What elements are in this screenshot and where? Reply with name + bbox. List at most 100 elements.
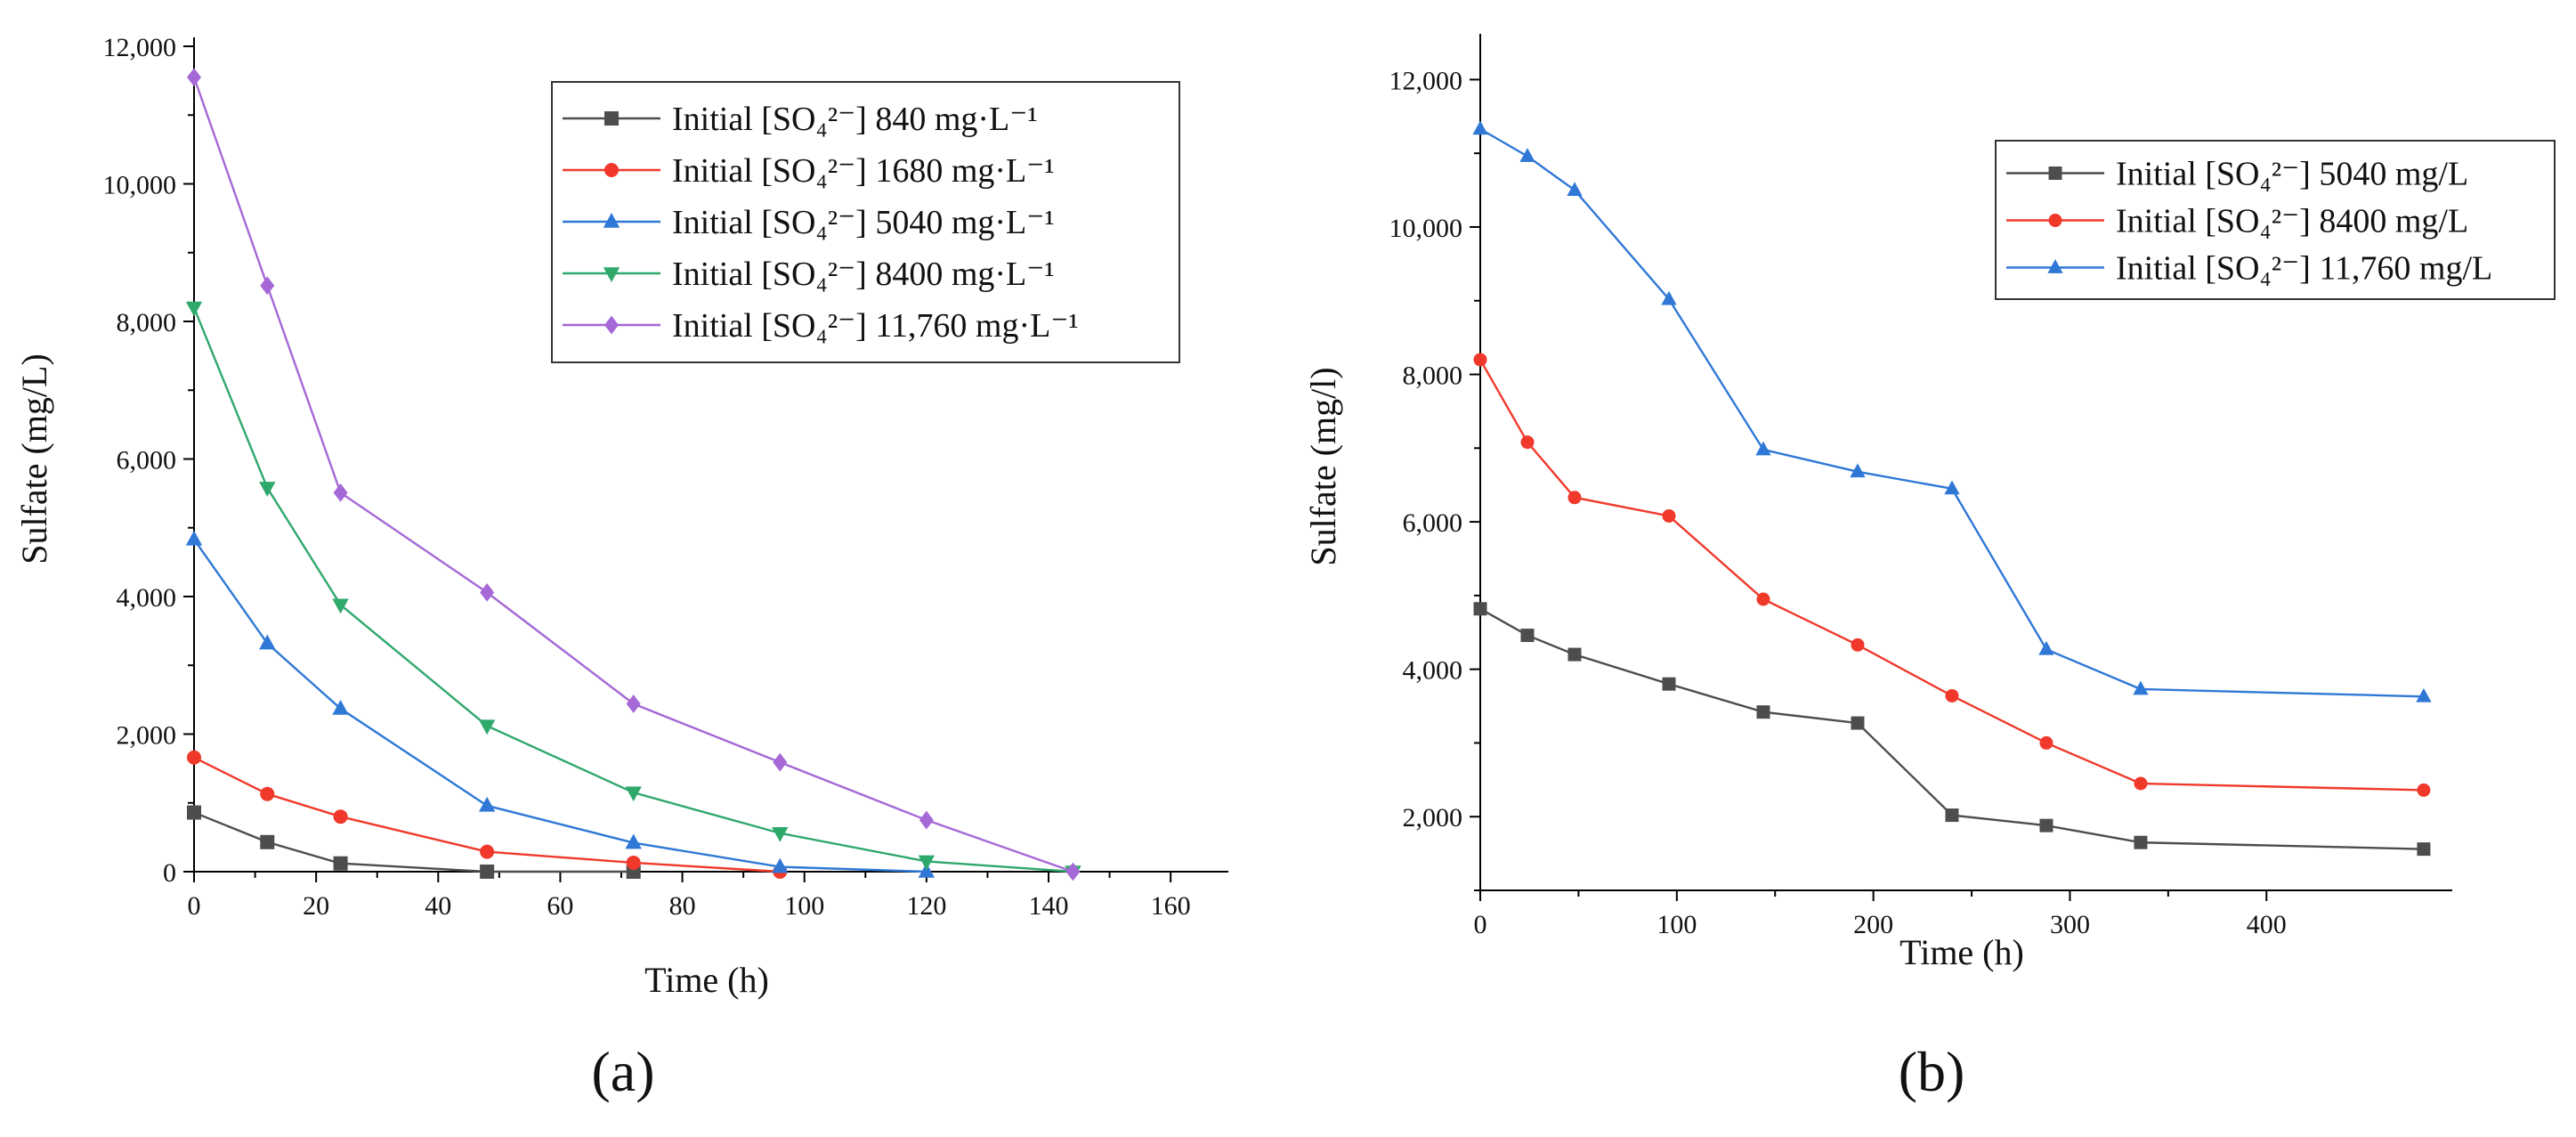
y-tick-label: 10,000: [1389, 214, 1463, 243]
series-line: [193, 539, 927, 873]
y-tick-label: 0: [163, 858, 176, 888]
legend-label: Initial [SO₄²⁻] 8400 mg/L: [2116, 203, 2468, 240]
y-tick-label: 6,000: [1403, 508, 1463, 538]
data-point: [626, 855, 641, 870]
data-point: [2134, 835, 2148, 849]
series-line: [1478, 359, 2424, 792]
chart-panel-a: 0 20 40 60 80 100 120 140 160 0 2,000 4,000 6,000 8,0…: [14, 33, 1228, 1000]
series-1: [1473, 602, 2431, 857]
data-point: [1756, 705, 1770, 719]
x-tick-label: 400: [2247, 910, 2287, 939]
legend-label: Initial [SO₄²⁻] 5040 mg/L: [2116, 156, 2468, 193]
data-point: [260, 786, 275, 801]
legend-label: Initial [SO₄²⁻] 11,760 mg/L: [2116, 250, 2492, 288]
x-tick-label: 120: [906, 891, 946, 921]
data-point: [1473, 353, 1487, 367]
x-tick-label: 0: [188, 891, 201, 921]
data-point: [918, 855, 936, 871]
x-tick-label: 100: [1657, 910, 1697, 939]
data-point: [1945, 688, 1959, 703]
data-point: [2039, 735, 2054, 750]
legend: Initial [SO₄²⁻] 5040 mg/L Initial [SO₄²⁻]…: [1995, 140, 2556, 300]
data-point: [333, 856, 348, 871]
data-point: [332, 598, 349, 614]
data-point: [1944, 480, 1960, 495]
legend-label: Initial [SO₄²⁻] 11,760 mg·L⁻¹: [672, 307, 1079, 345]
data-point: [480, 865, 495, 879]
data-point: [625, 833, 642, 849]
y-axis-label: Sulfate (mg/L): [14, 353, 54, 564]
series-2: [1473, 353, 2431, 797]
data-point: [187, 805, 201, 820]
data-point: [1945, 808, 1959, 823]
data-point: [772, 826, 789, 842]
data-point: [1661, 290, 1677, 305]
data-point: [2417, 842, 2431, 857]
x-tick-label: 200: [1853, 910, 1893, 939]
series-4: [185, 301, 1081, 881]
panel-label-a: (a): [591, 1040, 654, 1103]
y-tick-label: 10,000: [103, 171, 177, 200]
legend-marker: [603, 267, 620, 282]
y-tick-label: 4,000: [1403, 656, 1463, 686]
data-point: [1472, 120, 1488, 135]
data-point: [1662, 677, 1676, 691]
series-2: [187, 750, 788, 879]
data-point: [260, 834, 275, 849]
x-axis-label: Time (h): [644, 960, 769, 1000]
x-tick-label: 80: [669, 891, 696, 921]
legend-marker: [2047, 259, 2063, 273]
legend-marker: [604, 163, 619, 177]
legend-marker: [2048, 214, 2062, 227]
series-line: [1479, 127, 2424, 698]
data-point: [333, 809, 348, 824]
data-point: [187, 68, 201, 87]
x-tick-label: 160: [1151, 891, 1191, 921]
legend: Initial [SO₄²⁻] 840 mg·L⁻¹ Initial [SO₄²⁻…: [551, 81, 1180, 363]
data-point: [1850, 463, 1866, 478]
data-point: [478, 719, 496, 735]
series-1: [187, 805, 641, 879]
data-point: [185, 530, 203, 546]
data-point: [1520, 435, 1535, 450]
y-tick-label: 8,000: [1403, 361, 1463, 391]
series-line: [193, 756, 781, 873]
y-tick-label: 4,000: [117, 583, 177, 613]
data-point: [1567, 647, 1582, 662]
legend-label: Initial [SO₄²⁻] 1680 mg·L⁻¹: [672, 152, 1055, 190]
data-point: [1851, 716, 1865, 730]
data-point: [187, 750, 201, 765]
data-point: [2417, 783, 2431, 797]
legend-label: Initial [SO₄²⁻] 840 mg·L⁻¹: [672, 101, 1038, 138]
data-point: [1755, 441, 1771, 456]
x-tick-label: 20: [303, 891, 329, 921]
x-tick-label: 0: [1474, 910, 1487, 939]
chart-panel-b: 0 100 200 300 400 2,000 4,000 6,000 8,000 10,000 1…: [1303, 34, 2556, 972]
panel-label-b: (b): [1899, 1040, 1965, 1103]
y-tick-label: 6,000: [117, 446, 177, 475]
x-tick-label: 100: [784, 891, 824, 921]
y-tick-label: 2,000: [1403, 803, 1463, 832]
data-point: [2133, 680, 2149, 695]
y-axis-label: Sulfate (mg/l): [1303, 367, 1343, 565]
x-tick-label: 60: [547, 891, 573, 921]
data-point: [772, 857, 789, 873]
data-point: [480, 844, 495, 859]
data-point: [259, 634, 276, 650]
y-tick-label: 12,000: [1389, 66, 1463, 95]
data-point: [1567, 182, 1583, 196]
data-point: [1520, 629, 1535, 643]
data-point: [1662, 508, 1676, 523]
data-point: [1065, 862, 1081, 881]
data-point: [480, 582, 495, 602]
data-point: [260, 276, 275, 296]
data-point: [2038, 640, 2054, 655]
data-point: [1851, 638, 1865, 652]
series-line: [192, 77, 1073, 873]
y-tick-label: 8,000: [117, 308, 177, 337]
data-point: [333, 483, 348, 502]
x-tick-label: 140: [1029, 891, 1069, 921]
x-tick-label: 40: [425, 891, 451, 921]
legend-label: Initial [SO₄²⁻] 5040 mg·L⁻¹: [672, 204, 1055, 241]
